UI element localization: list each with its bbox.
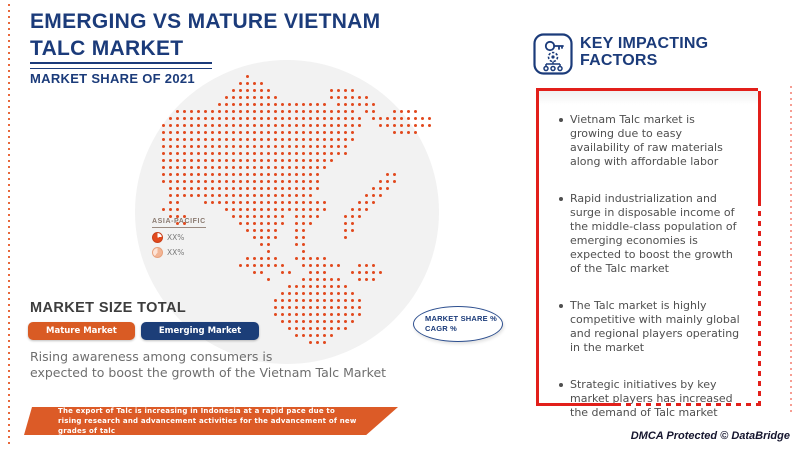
key-factors-title-line2: FACTORS: [580, 52, 658, 69]
key-factors-title: KEY IMPACTING FACTORS: [580, 35, 708, 69]
market-description-line2: expected to boost the growth of the Viet…: [30, 365, 387, 380]
bullet-text: Rapid industrialization and surge in dis…: [570, 192, 737, 275]
bullet-dot: [559, 197, 563, 201]
bullet-dot: [559, 304, 563, 308]
list-item: Vietnam Talc market is growing due to ea…: [559, 113, 742, 169]
subtitle: MARKET SHARE OF 2021: [30, 71, 195, 86]
legend-value: XX%: [167, 248, 185, 257]
region-label: ASIA-PACIFIC: [152, 218, 206, 228]
badge-line1: MARKET SHARE %: [425, 314, 497, 323]
list-item: Rapid industrialization and surge in dis…: [559, 192, 742, 276]
bullet-dot: [559, 118, 563, 122]
right-dotted-border: [790, 86, 792, 416]
market-description: Rising awareness among consumers is expe…: [30, 349, 386, 381]
legend-row: XX%: [152, 247, 206, 258]
bullet-text: The Talc market is highly competitive wi…: [570, 299, 740, 354]
highlight-banner: The export of Talc is increasing in Indo…: [24, 407, 398, 435]
region-legend: ASIA-PACIFIC XX% XX%: [152, 208, 206, 258]
key-factors-title-line1: KEY IMPACTING: [580, 35, 709, 52]
bullet-text: Vietnam Talc market is growing due to ea…: [570, 113, 723, 168]
market-description-line1: Rising awareness among consumers is: [30, 349, 273, 364]
key-factors-box-right-border: [758, 91, 761, 406]
badge-line2: CAGR %: [425, 324, 458, 333]
page-title: EMERGING VS MATURE VIETNAM TALC MARKET: [30, 8, 380, 62]
key-gear-icon: [533, 33, 573, 75]
legend-row: XX%: [152, 232, 206, 243]
list-item: Strategic initiatives by key market play…: [559, 378, 742, 420]
asia-pacific-dot-map: [162, 68, 472, 353]
mature-market-button[interactable]: Mature Market: [28, 322, 135, 340]
key-factors-list: Vietnam Talc market is growing due to ea…: [539, 91, 758, 420]
pie-icon: [152, 247, 163, 258]
key-factors-box: Vietnam Talc market is growing due to ea…: [536, 88, 761, 419]
page-title-line1: EMERGING VS MATURE VIETNAM: [30, 10, 381, 33]
pie-icon: [152, 232, 163, 243]
emerging-market-button[interactable]: Emerging Market: [140, 322, 260, 340]
list-item: The Talc market is highly competitive wi…: [559, 299, 742, 355]
market-size-heading: MARKET SIZE TOTAL: [30, 300, 187, 316]
region-legend-rows: XX% XX%: [152, 232, 206, 258]
highlight-banner-text: The export of Talc is increasing in Indo…: [58, 407, 357, 435]
key-factors-box-bottom-border: [536, 403, 758, 406]
market-share-cagr-badge: MARKET SHARE % CAGR %: [413, 306, 503, 342]
legend-value: XX%: [167, 233, 185, 242]
key-factors-header: KEY IMPACTING FACTORS: [533, 33, 708, 75]
page-title-line2: TALC MARKET: [30, 37, 184, 60]
bullet-dot: [559, 383, 563, 387]
dmca-footer: DMCA Protected © DataBridge: [630, 430, 790, 442]
bullet-text: Strategic initiatives by key market play…: [570, 378, 733, 419]
left-dotted-border: [8, 4, 10, 446]
title-underline: [30, 62, 212, 69]
market-legend-buttons: Mature Market Emerging Market: [28, 322, 260, 340]
